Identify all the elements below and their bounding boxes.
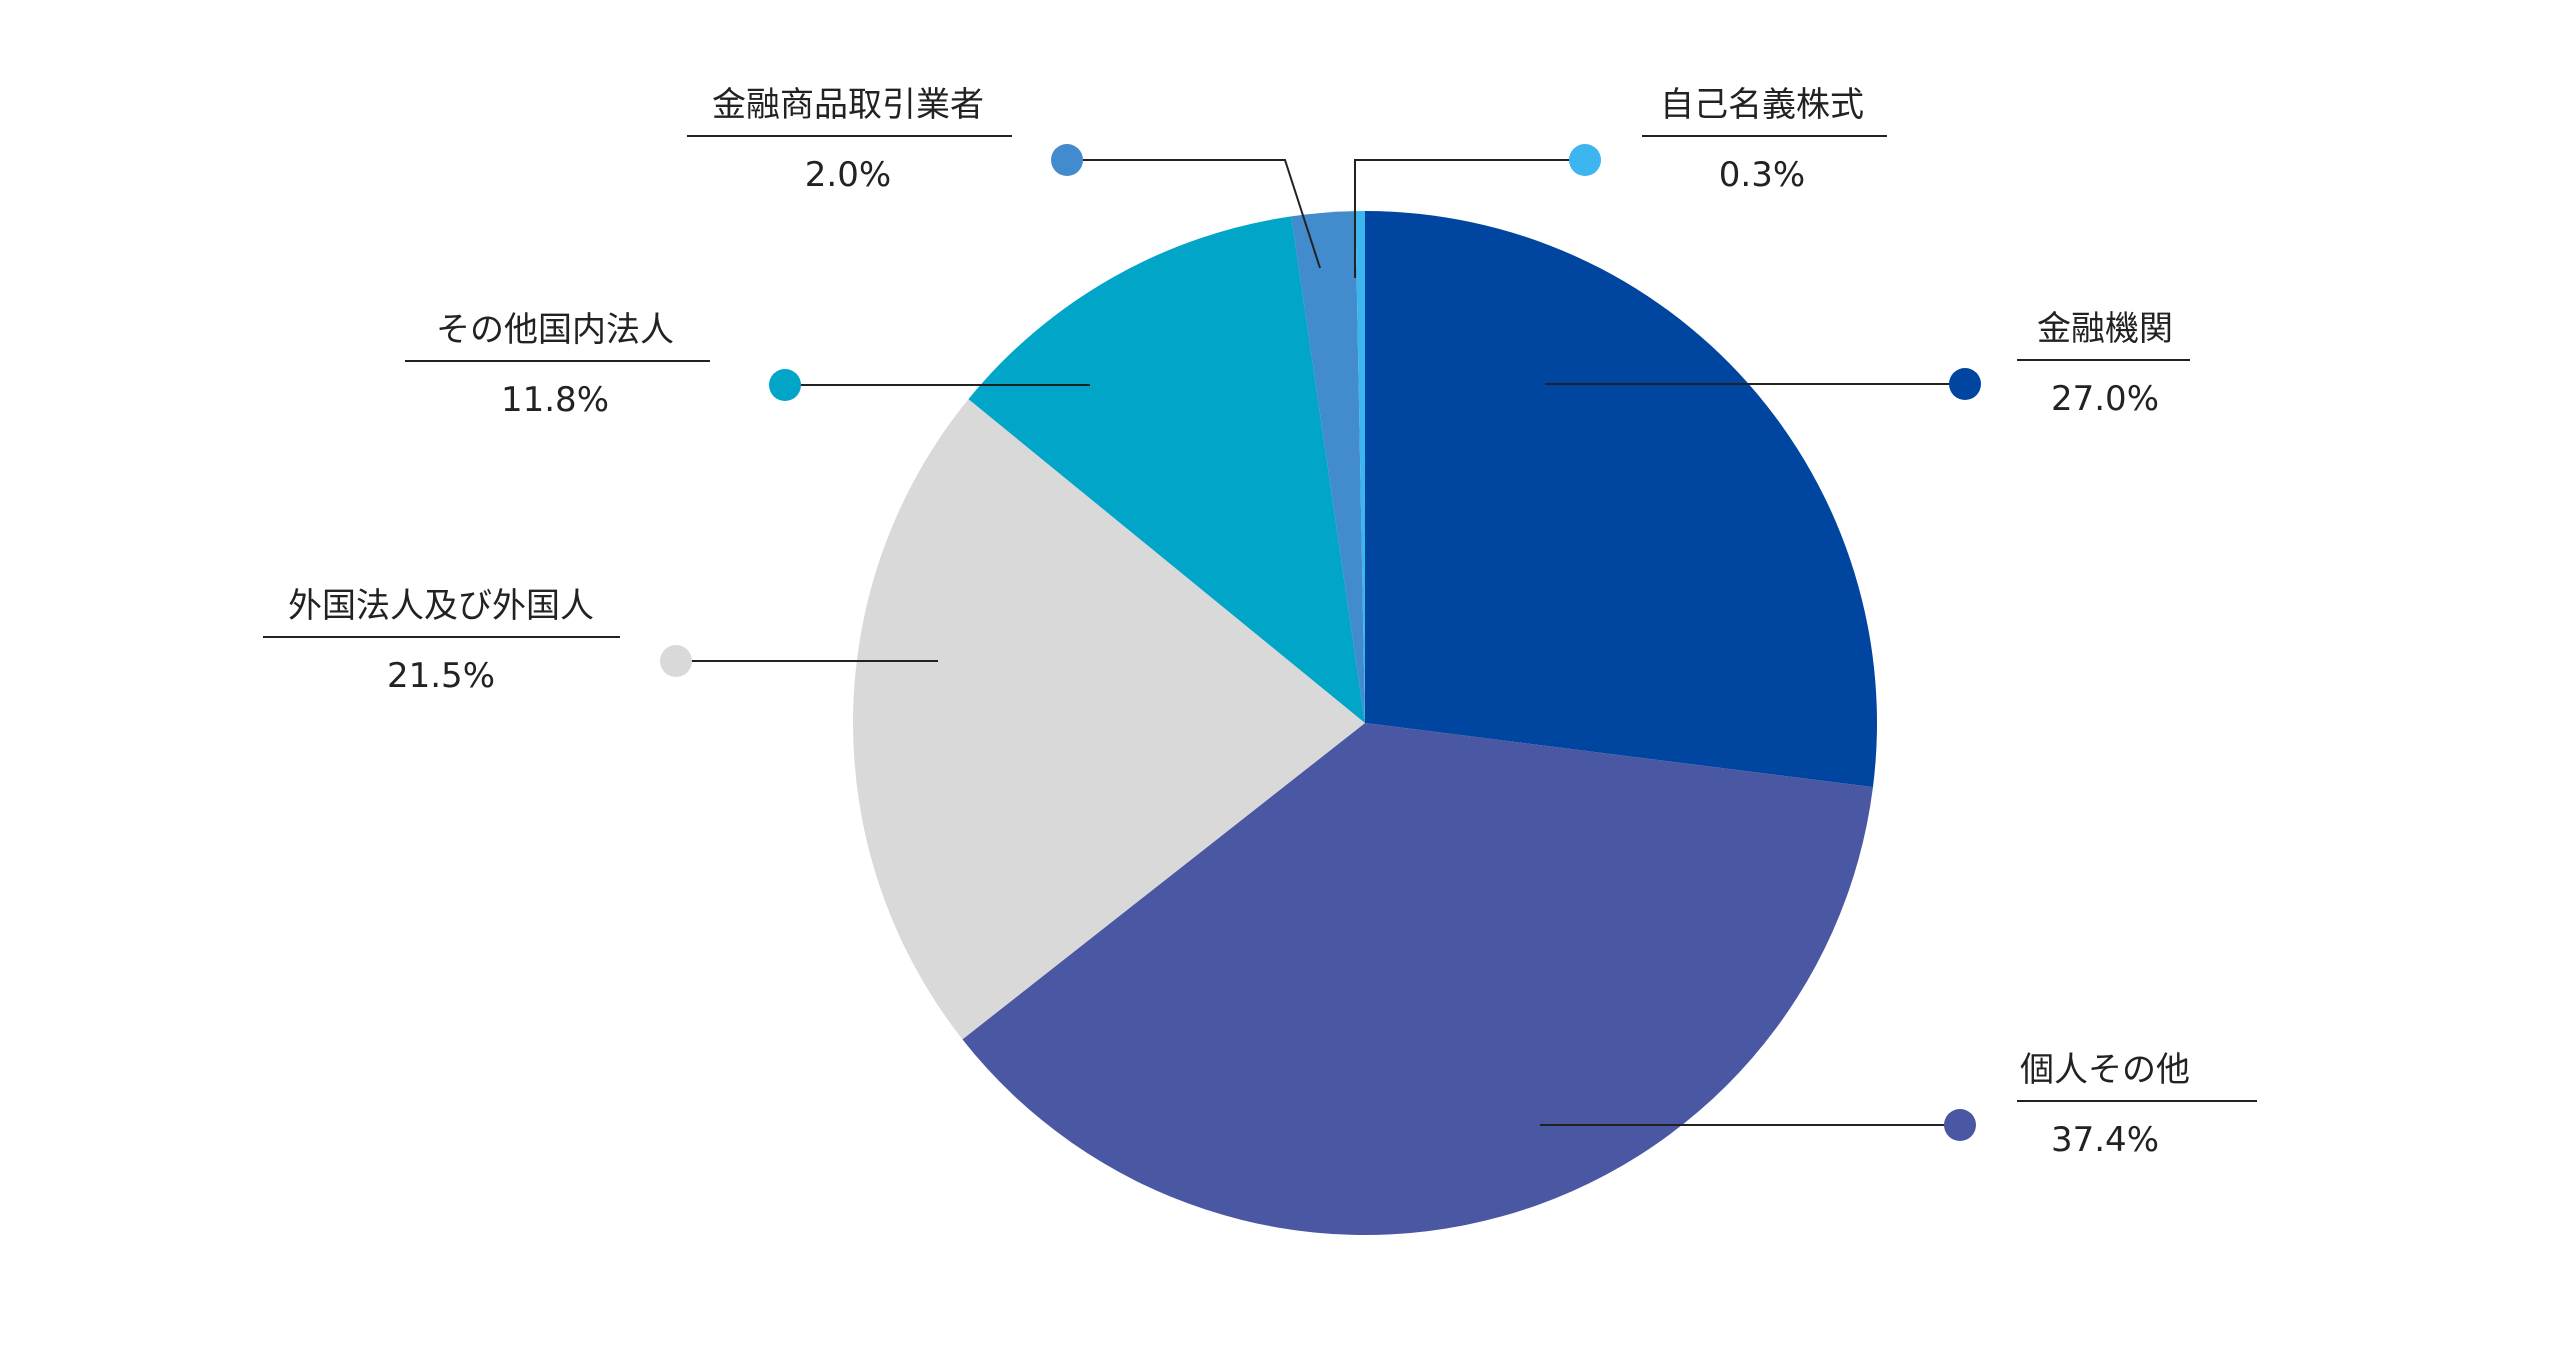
legend-dot [1944, 1109, 1976, 1141]
slice-value-label: 0.3% [1719, 155, 1805, 195]
leader-line [1354, 159, 1585, 278]
pie-callout-labels: 金融機関 27.0% 個人その他 37.4% 外国法人及び外国人 21.5% その他国内法人… [263, 85, 2257, 1160]
pie-slices [852, 211, 1877, 1235]
pie-slice [852, 399, 1365, 1040]
slice-value-label: 37.4% [2051, 1120, 2159, 1160]
slice-label: 自己名義株式 [1660, 85, 1864, 125]
slice-value-label: 27.0% [2051, 379, 2159, 419]
callout: 金融商品取引業者 2.0% [687, 85, 1321, 269]
slice-value-label: 21.5% [387, 656, 495, 696]
slice-value-label: 2.0% [805, 155, 891, 195]
callout: その他国内法人 11.8% [405, 310, 1090, 420]
pie-slice [962, 723, 1873, 1235]
legend-dot [769, 369, 801, 401]
pie-slice [1291, 211, 1365, 723]
slice-value-label: 11.8% [501, 380, 609, 420]
leader-line [1067, 159, 1321, 269]
callout: 外国法人及び外国人 21.5% [263, 586, 938, 696]
slice-label: 金融機関 [2037, 309, 2173, 349]
pie-slice [1355, 211, 1365, 723]
callout: 金融機関 27.0% [1545, 309, 2190, 419]
slice-label: その他国内法人 [436, 310, 674, 350]
callout: 個人その他 37.4% [1540, 1050, 2257, 1160]
slice-label: 個人その他 [2020, 1050, 2190, 1090]
legend-dot [660, 645, 692, 677]
slice-label: 金融商品取引業者 [712, 85, 984, 125]
slice-label: 外国法人及び外国人 [288, 586, 594, 626]
legend-dot [1051, 144, 1083, 176]
legend-dot [1569, 144, 1601, 176]
pie-slice [1365, 211, 1877, 788]
callout: 自己名義株式 0.3% [1354, 85, 1887, 278]
legend-dot [1949, 368, 1981, 400]
pie-slice [968, 216, 1365, 723]
